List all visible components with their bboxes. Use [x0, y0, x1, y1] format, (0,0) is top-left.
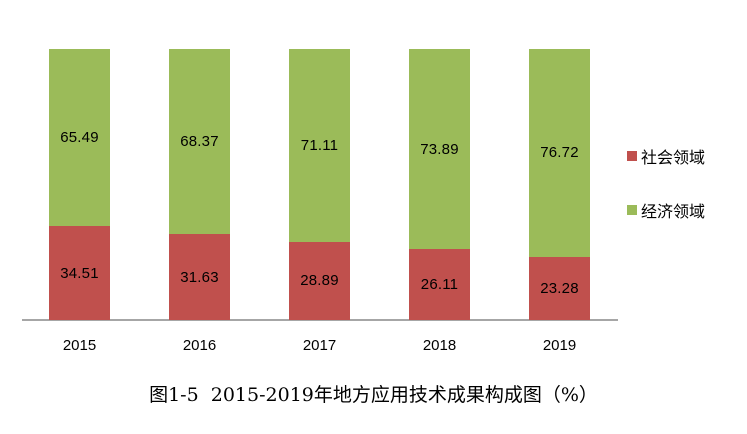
- x-axis-labels: 2015 2016 2017 2018 2019: [49, 337, 590, 354]
- value-label-economy: 71.11: [300, 136, 339, 154]
- legend-swatch-social: [627, 151, 637, 161]
- legend-swatch-economy: [627, 205, 637, 215]
- chart-title: 图1-5 2015-2019年地方应用技术成果构成图（%）: [149, 384, 598, 406]
- value-label-economy: 76.72: [540, 144, 579, 162]
- value-label-social: 34.51: [60, 264, 99, 282]
- legend: 社会领域 经济领域: [627, 146, 705, 254]
- x-tick-label-2015: 2015: [62, 337, 97, 354]
- bar-segment-social: 23.28: [529, 256, 590, 320]
- bar-segment-social: 34.51: [49, 226, 110, 320]
- legend-label-economy: 经济领域: [641, 202, 706, 221]
- value-label-social: 28.89: [300, 272, 339, 290]
- x-tick-label-2016: 2016: [182, 337, 217, 354]
- bar-segment-economy: 71.11: [289, 49, 350, 242]
- plot-area: 65.49 34.51 68.37 31.63 71.11 28.89 73.89 26.11…: [49, 49, 590, 320]
- bar-segment-social: 31.63: [169, 234, 230, 320]
- bar-segment-economy: 76.72: [529, 49, 590, 257]
- value-label-social: 26.11: [420, 276, 459, 294]
- value-label-economy: 73.89: [420, 140, 459, 158]
- bar-2016: 68.37 31.63: [169, 49, 230, 320]
- bar-segment-social: 28.89: [289, 241, 350, 320]
- bar-segment-economy: 65.49: [49, 49, 110, 227]
- bar-2017: 71.11 28.89: [289, 49, 350, 320]
- x-tick-label-2017: 2017: [302, 337, 337, 354]
- value-label-economy: 65.49: [60, 129, 99, 147]
- bar-2015: 65.49 34.51: [49, 49, 110, 320]
- bar-segment-economy: 73.89: [409, 49, 470, 250]
- value-label-social: 23.28: [540, 279, 579, 297]
- bar-2018: 73.89 26.11: [409, 49, 470, 320]
- bar-segment-economy: 68.37: [169, 49, 230, 235]
- x-tick-label-2018: 2018: [422, 337, 457, 354]
- bar-2019: 76.72 23.28: [529, 49, 590, 320]
- legend-item-social: 社会领域: [627, 146, 706, 167]
- x-tick-label-2019: 2019: [542, 337, 577, 354]
- bar-segment-social: 26.11: [409, 249, 470, 320]
- value-label-social: 31.63: [180, 268, 219, 286]
- legend-label-social: 社会领域: [641, 148, 706, 167]
- x-axis-line: [22, 319, 618, 321]
- legend-item-economy: 经济领域: [627, 200, 706, 221]
- value-label-economy: 68.37: [180, 133, 219, 151]
